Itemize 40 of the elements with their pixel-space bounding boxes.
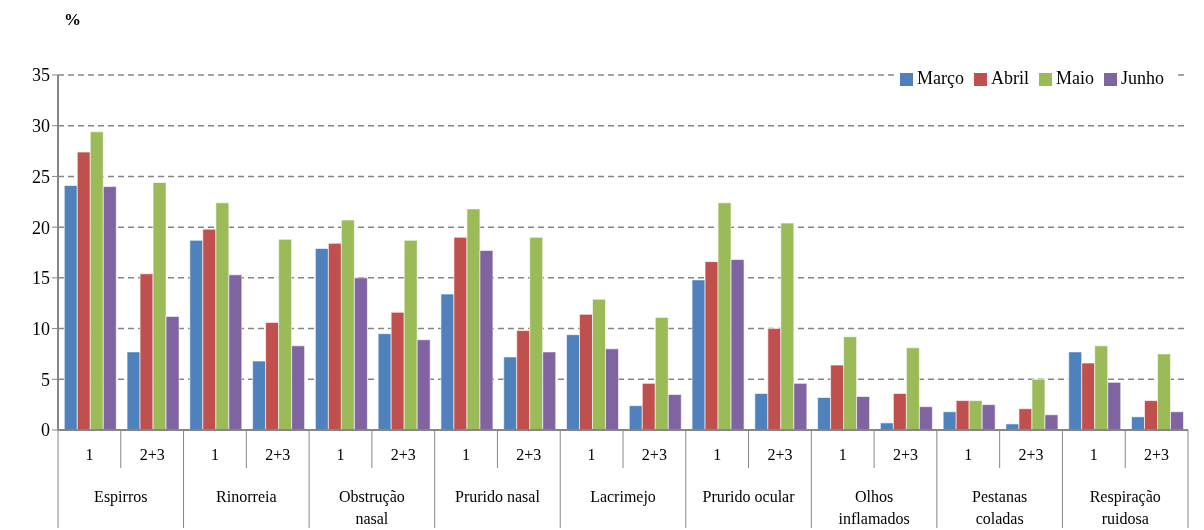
legend-label: Abril	[990, 68, 1029, 88]
x-tick-label: 2+3	[1144, 446, 1170, 463]
text: Respiração ruidosa	[1089, 488, 1161, 527]
x-tick-label: 1	[964, 446, 973, 463]
x-tick-label: 1	[713, 446, 722, 463]
x-tick-label: 1	[210, 446, 219, 463]
x-tick-label: 2+3	[1018, 446, 1044, 463]
x-tick-label: 2+3	[265, 446, 291, 463]
legend-label: Maio	[1055, 68, 1094, 88]
text: Lacrimejo	[590, 488, 656, 506]
y-tick-label: 0	[41, 420, 50, 441]
y-tick-label: 10	[32, 318, 50, 339]
y-tick-label: 25	[32, 166, 50, 187]
x-tick-label: 2+3	[892, 446, 919, 463]
text: Pestanas coladas	[972, 488, 1028, 527]
x-tick-label: 1	[336, 446, 345, 463]
x-tick-label: 1	[1089, 446, 1098, 463]
text: Prurido nasal	[455, 488, 541, 505]
x-tick-label: 2+3	[390, 446, 416, 463]
x-tick-label: 1	[838, 446, 847, 463]
x-tick-label: 2+3	[767, 446, 793, 463]
y-tick-label: 30	[32, 116, 50, 137]
text: Prurido ocular	[702, 488, 796, 505]
y-axis-title: %	[64, 10, 81, 30]
x-tick-label: 1	[462, 446, 471, 463]
x-tick-label: 2+3	[641, 446, 667, 463]
x-tick-label: 1	[85, 446, 94, 463]
legend-label: Março	[917, 68, 964, 88]
text: Obstrução nasal	[339, 488, 405, 527]
text: Olhos inflamados	[838, 488, 910, 527]
y-tick-label: 20	[32, 217, 50, 238]
y-tick-label: 35	[32, 65, 50, 86]
x-tick-label: 2+3	[516, 446, 542, 463]
legend-label: Junho	[1120, 68, 1164, 88]
y-tick-label: 5	[41, 369, 50, 390]
text: Espirros	[94, 488, 148, 506]
x-tick-label: 1	[587, 446, 596, 463]
y-tick-label: 15	[32, 268, 50, 289]
text: Rinorreia	[216, 488, 277, 505]
x-tick-label: 2+3	[139, 446, 165, 463]
